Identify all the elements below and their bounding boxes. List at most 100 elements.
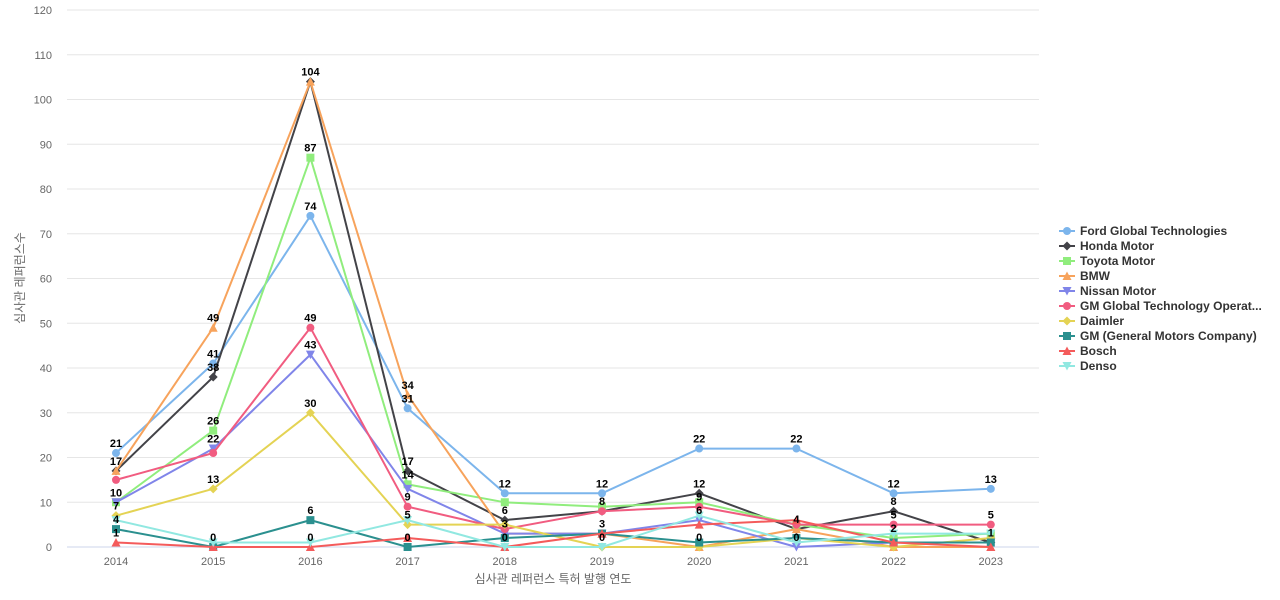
series-point [208,323,218,332]
data-label: 4 [113,514,120,526]
series-point [695,502,704,511]
legend-item[interactable]: Ford Global Technologies [1059,224,1227,238]
data-label: 31 [401,393,413,405]
series-point [695,538,704,547]
data-label: 9 [405,492,411,504]
series-line [115,519,991,548]
data-label: 0 [210,532,216,544]
series-point [403,543,412,551]
data-label: 30 [304,398,316,410]
x-tick-label: 2021 [784,556,808,568]
data-label: 7 [113,501,119,513]
y-tick-label: 120 [34,5,52,17]
data-label: 1 [113,528,119,540]
data-label: 9 [696,492,702,504]
series-point [112,525,120,534]
series-point [208,538,218,548]
y-tick-label: 20 [40,453,52,465]
series-point [500,498,509,507]
data-label: 12 [693,478,705,490]
legend-item[interactable]: Denso [1059,359,1117,373]
data-label: 49 [207,313,219,325]
legend-item[interactable]: Toyota Motor [1059,254,1155,268]
legend-marker [1062,346,1072,355]
data-label: 17 [401,456,413,468]
series-line [115,353,991,548]
legend-item[interactable]: GM (General Motors Company) [1059,329,1257,343]
data-label: 22 [693,434,705,446]
data-label: 13 [207,474,219,486]
series-point [403,390,413,399]
series-point [598,507,606,516]
x-tick-label: 2016 [298,556,322,568]
legend-item[interactable]: Daimler [1059,314,1124,328]
series-lines [111,77,996,552]
x-tick-label: 2020 [687,556,711,568]
data-label: 1 [988,528,994,540]
series-point [305,77,315,86]
series-group [111,515,996,551]
series-point [986,520,995,529]
data-label: 12 [499,478,511,490]
series-group [112,323,995,534]
data-label: 0 [599,532,605,544]
series-point [694,520,704,529]
legend-item[interactable]: Bosch [1059,344,1117,358]
series-point [403,484,413,494]
series-point [792,534,801,543]
legend-item[interactable]: Nissan Motor [1059,284,1156,298]
series-line [115,514,991,548]
data-label: 5 [891,510,897,522]
series-line [115,214,991,495]
legend-label: Denso [1080,359,1117,373]
y-tick-label: 90 [40,139,52,151]
y-tick-label: 50 [40,318,52,330]
x-tick-label: 2017 [395,556,419,568]
legend-label: BMW [1080,269,1111,283]
x-tick-label: 2014 [104,556,128,568]
x-tick-label: 2022 [881,556,905,568]
legend-marker [1063,257,1071,265]
legend-item[interactable]: GM Global Technology Operat... [1059,299,1262,313]
x-tick-label: 2018 [493,556,517,568]
series-point [597,529,607,538]
data-label: 87 [304,143,316,155]
series-group [112,211,995,498]
series-point [889,529,899,539]
x-axis-title: 심사관 레퍼런스 특허 발행 연도 [475,571,632,586]
series-point [111,516,121,525]
x-axis-ticks: 2014 2015 2016 2017 2018 2019 2020 2021 2022 2023 [104,556,1003,568]
data-label: 0 [307,532,313,544]
series-point [403,404,412,413]
series-point [403,466,413,476]
series-point [792,444,801,453]
legend-item[interactable]: Honda Motor [1059,239,1154,253]
series-line [115,80,992,544]
data-label: 5 [405,510,411,522]
y-tick-label: 30 [40,408,52,420]
grid-lines [67,9,1039,503]
x-tick-label: 2023 [979,556,1003,568]
data-label: 3 [599,519,605,531]
data-label: 74 [304,201,317,213]
data-label: 34 [401,380,414,392]
series-point [403,516,413,525]
series-point [791,543,801,552]
series-point [695,444,704,453]
legend-marker [1062,362,1072,371]
legend-item[interactable]: BMW [1059,269,1111,283]
series-point [791,538,801,548]
series-point [791,515,801,525]
legend-label: Toyota Motor [1080,254,1155,268]
series-line [115,156,991,539]
data-label: 43 [304,340,316,352]
legend-label: GM (General Motors Company) [1080,329,1257,343]
legend-marker [1062,316,1072,326]
series-point [306,153,315,162]
data-label: 6 [502,505,508,517]
legend-label: GM Global Technology Operat... [1080,299,1262,313]
series-point [403,533,413,543]
data-label: 0 [405,532,411,544]
series-point [305,538,315,548]
